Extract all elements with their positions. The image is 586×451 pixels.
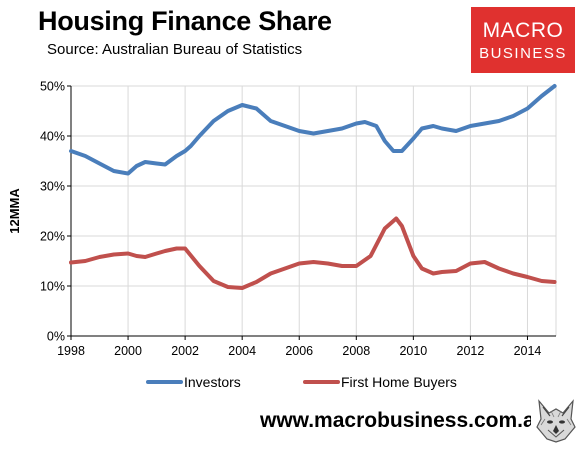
x-tick-label: 2008 [342,344,370,358]
x-tick-label: 2006 [285,344,313,358]
series-line-first-home-buyers [69,216,557,290]
logo-line-1: MACRO [482,19,564,42]
y-tick-label: 40% [40,130,65,144]
wolf-head-icon [531,395,581,445]
series-line-investors [69,84,557,176]
y-axis-label: 12MMA [7,188,22,234]
legend-label-investors: Investors [184,374,241,390]
y-tick-label: 10% [40,280,65,294]
macrobusiness-logo: MACRO BUSINESS [471,7,575,73]
x-tick-label: 2004 [228,344,256,358]
x-tick-label: 2010 [399,344,427,358]
y-tick-label: 50% [40,80,65,94]
y-tick-label: 30% [40,180,65,194]
y-tick-label: 20% [40,230,65,244]
y-tick-label: 0% [47,330,65,344]
footer-url: www.macrobusiness.com.au [260,409,548,432]
x-tick-label: 1998 [57,344,85,358]
page-title: Housing Finance Share [38,6,332,36]
x-tick-label: 2000 [114,344,142,358]
x-tick-label: 2014 [514,344,542,358]
logo-line-2: BUSINESS [479,45,567,62]
legend-label-first-home-buyers: First Home Buyers [341,374,457,390]
source-note: Source: Australian Bureau of Statistics [47,41,303,58]
x-tick-label: 2012 [457,344,485,358]
x-tick-label: 2002 [171,344,199,358]
